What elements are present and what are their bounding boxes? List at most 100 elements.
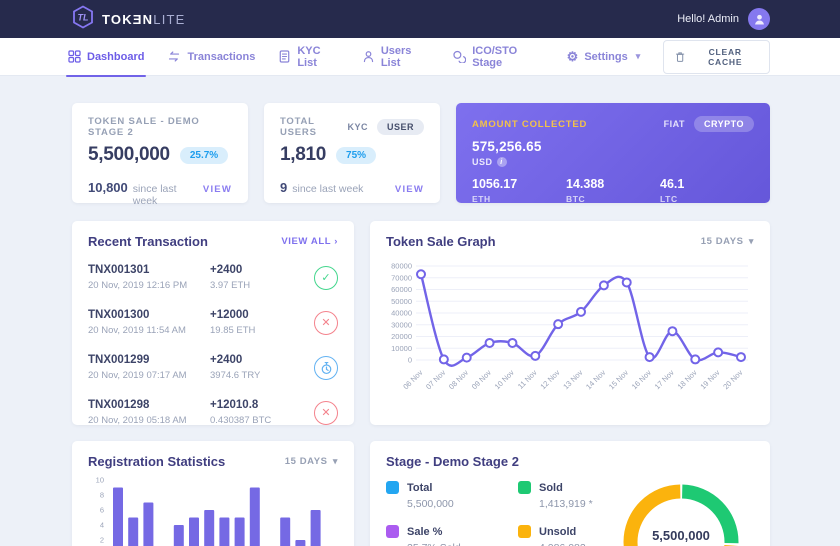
svg-text:2: 2 xyxy=(100,536,104,545)
info-icon[interactable]: i xyxy=(496,157,507,167)
brand-name: TOKƎNLITE xyxy=(102,11,186,27)
transfer-arrows-icon xyxy=(169,51,180,62)
transaction-row: TNX001301 20 Nov, 2019 12:16 PM +2400 3.97… xyxy=(88,255,338,300)
svg-text:70000: 70000 xyxy=(391,273,412,282)
view-link[interactable]: VIEW xyxy=(394,184,424,195)
svg-text:19 Nov: 19 Nov xyxy=(698,368,721,391)
legend-swatch xyxy=(518,525,531,538)
nav-label: Users List xyxy=(380,44,412,69)
svg-text:13 Nov: 13 Nov xyxy=(561,368,584,391)
token-sale-percent-badge: 25.7% xyxy=(179,146,229,164)
brand-logo[interactable]: TL TOKƎNLITE xyxy=(72,4,186,34)
transaction-row: TNX001298 20 Nov, 2019 05:18 AM +12010.8 0… xyxy=(88,390,338,435)
chevron-down-icon: ▾ xyxy=(635,51,641,61)
svg-text:6: 6 xyxy=(100,506,104,515)
main-nav: Dashboard Transactions KYC List Users Li… xyxy=(0,38,840,77)
panel-title: Recent Transaction xyxy=(88,234,208,249)
clear-cache-label: CLEAR CACHE xyxy=(708,46,743,67)
document-list-icon xyxy=(279,50,290,63)
view-link[interactable]: VIEW xyxy=(202,184,232,195)
nav-item-transactions[interactable]: Transactions xyxy=(167,38,255,76)
svg-text:17 Nov: 17 Nov xyxy=(653,368,676,391)
svg-text:10000: 10000 xyxy=(391,344,412,353)
svg-text:14 Nov: 14 Nov xyxy=(584,368,607,391)
delta-label: since last week xyxy=(132,183,177,207)
legend-item-total: Total 5,500,000 xyxy=(386,481,498,510)
svg-text:10 Nov: 10 Nov xyxy=(493,368,516,391)
card-title: TOTAL USERS xyxy=(280,116,317,138)
total-users-value: 1,810 xyxy=(280,144,327,165)
chevron-down-icon: ▾ xyxy=(332,456,338,466)
user-icon xyxy=(363,51,373,63)
svg-text:09 Nov: 09 Nov xyxy=(470,368,493,391)
card-token-sale: TOKEN SALE - DEMO STAGE 2 5,500,000 25.7… xyxy=(72,103,248,207)
person-icon xyxy=(754,14,764,25)
nav-item-users-list[interactable]: Users List xyxy=(362,38,429,76)
delta-label: since last week xyxy=(292,183,364,195)
clear-cache-button[interactable]: CLEAR CACHE xyxy=(663,39,770,74)
svg-text:10: 10 xyxy=(96,476,104,485)
svg-text:30000: 30000 xyxy=(391,320,412,329)
legend-item-unsold: Unsold 4,086,082 xyxy=(518,525,630,546)
currency-label: USD xyxy=(472,157,493,167)
nav-item-kyc-list[interactable]: KYC List xyxy=(278,38,339,76)
tokenlite-hexagon-icon: TL xyxy=(72,4,94,34)
svg-text:0: 0 xyxy=(408,356,412,365)
nav-item-ico-sto-stage[interactable]: ICO/STO Stage xyxy=(452,38,543,76)
amount-collected-value: 575,256.65 xyxy=(472,139,542,154)
legend-swatch xyxy=(386,481,399,494)
svg-text:4: 4 xyxy=(100,521,104,530)
total-users-percent-badge: 75% xyxy=(336,146,377,164)
stage-donut-chart: 5,500,000 TLE xyxy=(620,481,742,546)
tab-kyc[interactable]: KYC xyxy=(347,122,368,132)
svg-text:40000: 40000 xyxy=(391,309,412,318)
donut-center-value: 5,500,000 xyxy=(652,527,710,543)
svg-text:60000: 60000 xyxy=(391,285,412,294)
tab-fiat[interactable]: FIAT xyxy=(663,119,685,129)
svg-text:11 Nov: 11 Nov xyxy=(516,368,539,391)
svg-text:06 Nov: 06 Nov xyxy=(401,368,424,391)
svg-text:08 Nov: 08 Nov xyxy=(447,368,470,391)
card-amount-collected: AMOUNT COLLECTED FIAT CRYPTO 575,256.65 … xyxy=(456,103,770,204)
nav-label: Transactions xyxy=(187,50,256,63)
card-title: TOKEN SALE - DEMO STAGE 2 xyxy=(88,116,200,138)
nav-item-settings[interactable]: ⚙ Settings ▾ xyxy=(567,38,641,76)
user-greeting: Hello! Admin xyxy=(677,13,739,25)
legend-swatch xyxy=(386,525,399,538)
token-sale-graph-panel: Token Sale Graph 15 DAYS ▾ 0 10000 20000 30… xyxy=(370,221,770,425)
trash-icon xyxy=(676,51,685,62)
panel-title: Registration Statistics xyxy=(88,454,226,469)
status-failed-icon: ✕ xyxy=(314,400,338,425)
stat-cards-row: TOKEN SALE - DEMO STAGE 2 5,500,000 25.7… xyxy=(72,103,770,207)
stage-legend: Total 5,500,000 Sold 1,413,919 * Sale % … xyxy=(386,481,754,546)
transaction-list: TNX001301 20 Nov, 2019 12:16 PM +2400 3.97… xyxy=(88,255,338,435)
transaction-row: TNX001299 20 Nov, 2019 07:17 AM +2400 3974… xyxy=(88,345,338,390)
nav-label: KYC List xyxy=(297,44,321,69)
view-all-link[interactable]: VIEW ALL › xyxy=(281,236,338,247)
svg-text:15 Nov: 15 Nov xyxy=(607,368,630,391)
tab-crypto[interactable]: CRYPTO xyxy=(693,116,754,132)
user-avatar[interactable] xyxy=(748,8,770,30)
status-failed-icon: ✕ xyxy=(314,310,338,335)
token-sale-line-chart: 0 10000 20000 30000 40000 50000 60000 70000 8000… xyxy=(386,254,754,411)
top-header: TL TOKƎNLITE Hello! Admin xyxy=(0,0,840,38)
chevron-down-icon: ▾ xyxy=(748,236,754,246)
dashboard-grid-icon xyxy=(68,50,81,63)
gear-icon: ⚙ xyxy=(566,49,579,64)
svg-text:20000: 20000 xyxy=(391,332,412,341)
tab-user[interactable]: USER xyxy=(376,119,424,135)
svg-text:18 Nov: 18 Nov xyxy=(676,368,699,391)
row-transactions-graph: Recent Transaction VIEW ALL › TNX001301 2… xyxy=(72,221,770,426)
svg-text:20 Nov: 20 Nov xyxy=(721,368,744,391)
panel-title: Stage - Demo Stage 2 xyxy=(386,454,519,469)
stage-panel: Stage - Demo Stage 2 Total 5,500,000 Sol… xyxy=(370,441,770,546)
range-dropdown[interactable]: 15 DAYS ▾ xyxy=(284,456,338,467)
svg-text:80000: 80000 xyxy=(391,262,412,271)
status-success-icon: ✓ xyxy=(314,265,338,290)
range-dropdown[interactable]: 15 DAYS ▾ xyxy=(700,236,754,247)
nav-item-dashboard[interactable]: Dashboard xyxy=(65,38,147,77)
status-pending-icon xyxy=(314,355,338,380)
registration-bar-chart: 1086420 xyxy=(88,474,338,546)
token-sale-value: 5,500,000 xyxy=(88,144,170,165)
svg-text:TL: TL xyxy=(78,12,89,22)
